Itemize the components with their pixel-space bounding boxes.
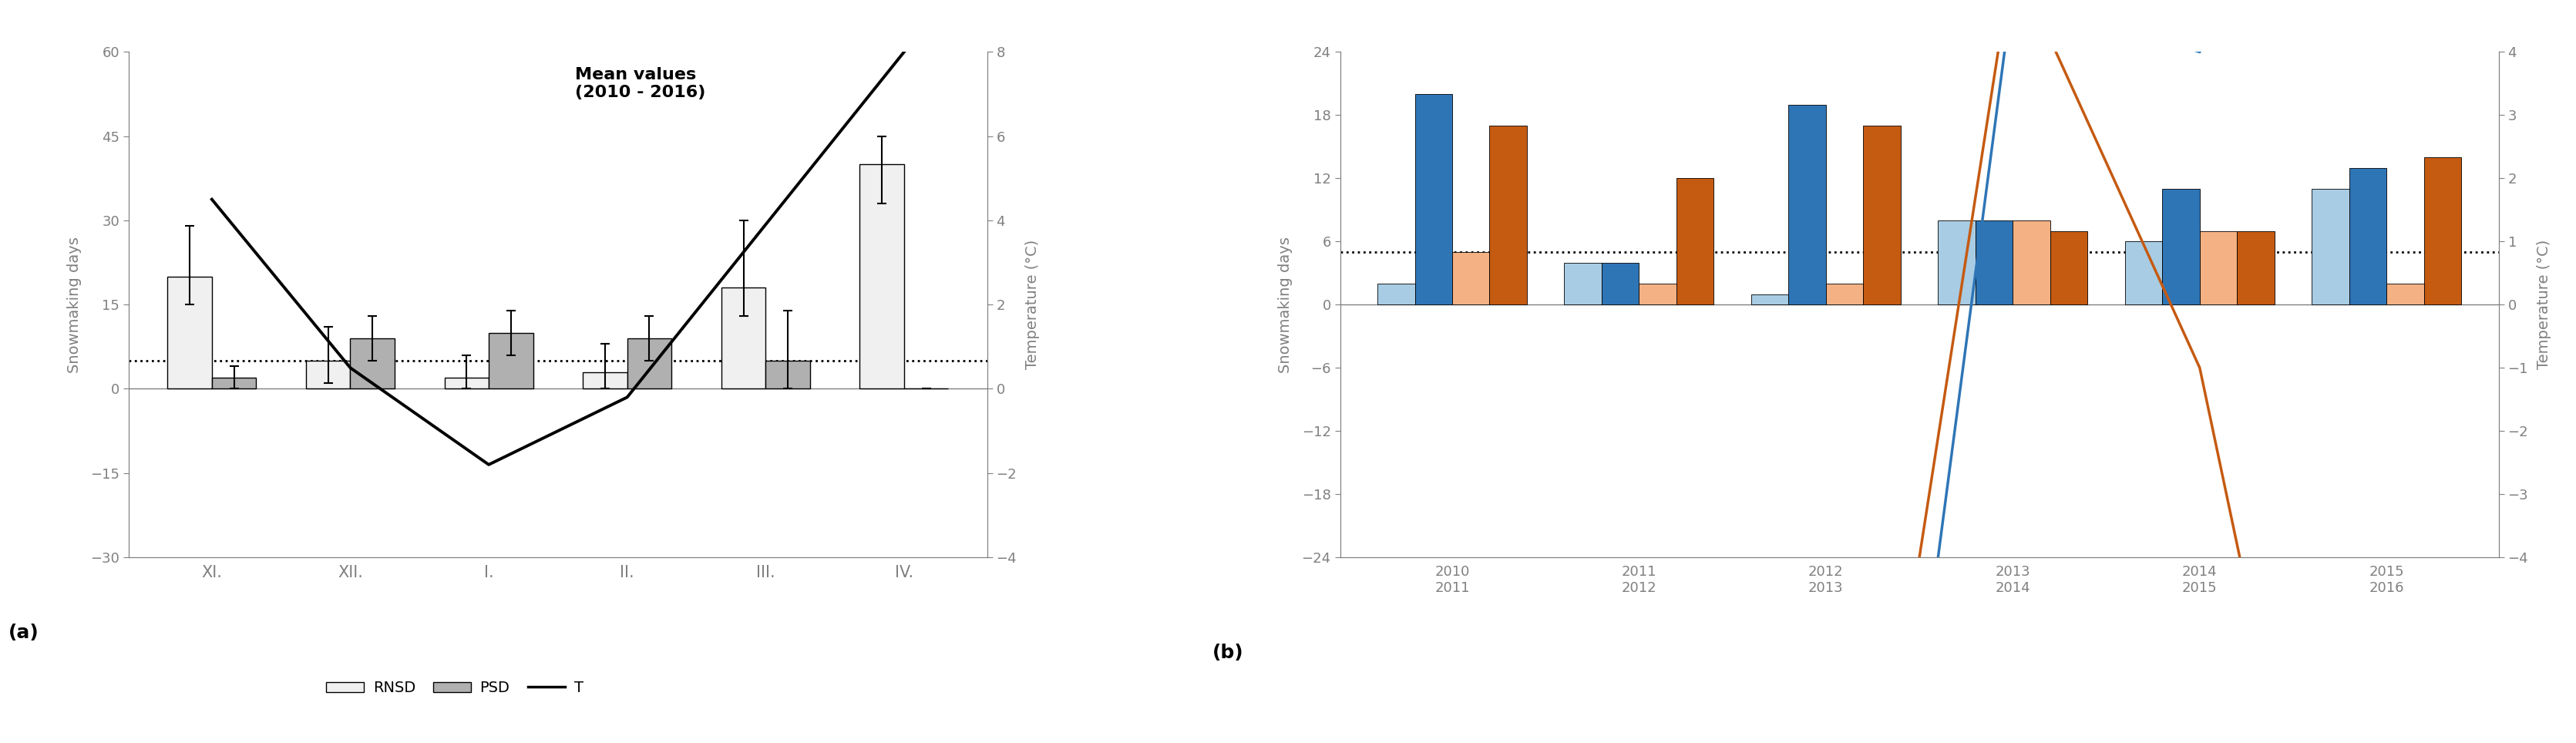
Bar	[860, 164, 904, 389]
Y-axis label: Snowmaking days: Snowmaking days	[67, 236, 82, 373]
Bar	[2311, 189, 2349, 305]
Bar	[765, 361, 809, 389]
Bar	[626, 338, 672, 389]
Bar	[350, 338, 394, 389]
Bar	[1564, 262, 1602, 305]
Bar	[1602, 262, 1638, 305]
Bar	[1862, 126, 1901, 305]
Bar	[1976, 221, 2012, 305]
Bar	[2349, 168, 2385, 305]
Bar	[2161, 189, 2200, 305]
Bar	[2050, 231, 2087, 305]
Bar	[1453, 252, 1489, 305]
Bar	[1638, 284, 1677, 305]
Bar	[211, 377, 255, 389]
Bar	[2012, 221, 2050, 305]
Bar	[1677, 178, 1713, 305]
Bar	[2424, 158, 2460, 305]
Bar	[446, 377, 489, 389]
Bar	[582, 372, 626, 389]
Bar	[489, 333, 533, 389]
Y-axis label: Snowmaking days: Snowmaking days	[1278, 236, 1293, 373]
Bar	[1788, 105, 1826, 305]
Text: Mean values
(2010 - 2016): Mean values (2010 - 2016)	[574, 67, 706, 100]
Bar	[307, 361, 350, 389]
Y-axis label: Temperature (°C): Temperature (°C)	[1025, 240, 1041, 369]
Bar	[1489, 126, 1528, 305]
Bar	[1752, 294, 1788, 305]
Legend: RNSD, PSD, T: RNSD, PSD, T	[319, 675, 590, 701]
Bar	[2200, 231, 2236, 305]
Bar	[167, 276, 211, 389]
Text: (b): (b)	[1213, 643, 1244, 662]
Bar	[1826, 284, 1862, 305]
Bar	[1378, 284, 1414, 305]
Text: (a): (a)	[8, 623, 39, 642]
Y-axis label: Temperature (°C): Temperature (°C)	[2537, 240, 2553, 369]
Bar	[1414, 94, 1453, 305]
Bar	[2385, 284, 2424, 305]
Bar	[721, 288, 765, 389]
Bar	[2236, 231, 2275, 305]
Bar	[2125, 241, 2161, 305]
Bar	[1937, 221, 1976, 305]
